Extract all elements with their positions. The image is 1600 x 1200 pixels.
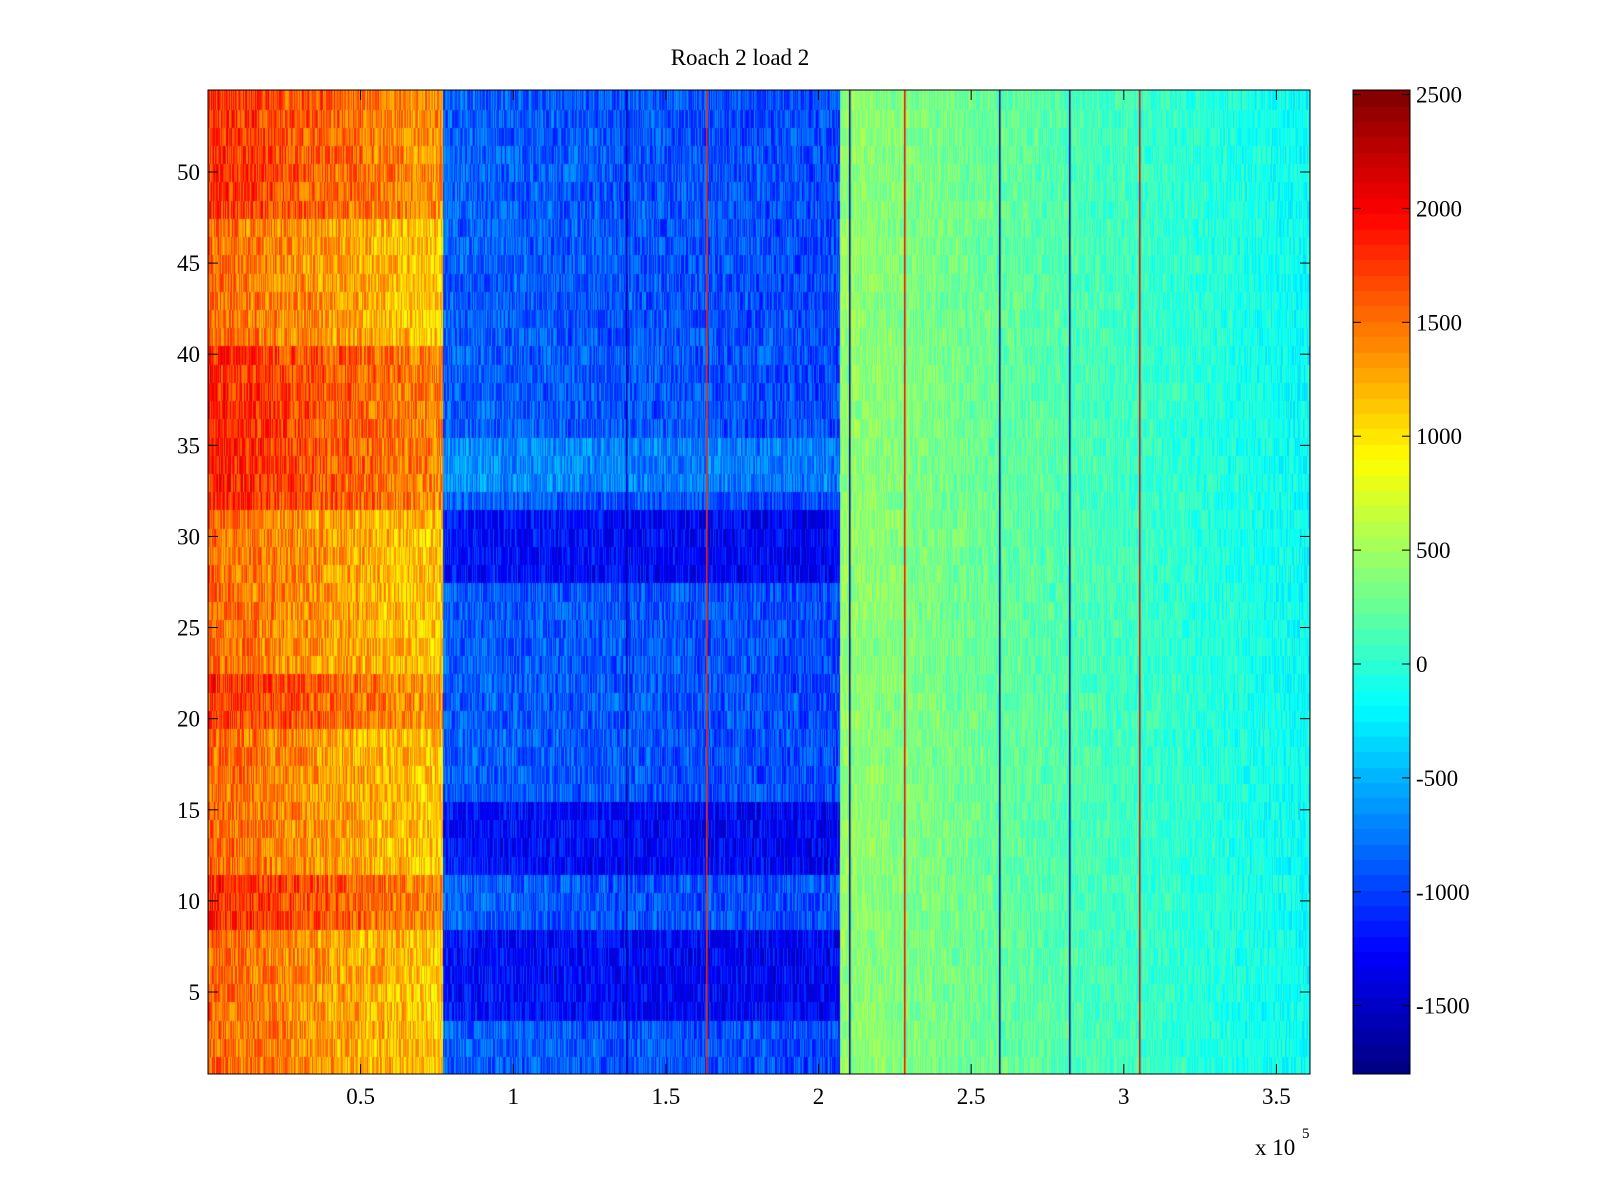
y-tick-label: 50 bbox=[177, 160, 200, 185]
plot-area bbox=[207, 89, 1311, 1075]
y-tick-label: 45 bbox=[177, 251, 200, 276]
colorbar-tick-label: -500 bbox=[1416, 766, 1458, 791]
x-axis: 0.5 1 1.5 2 2.5 3 3.5 bbox=[346, 90, 1291, 1109]
colorbar-tick-label: -1000 bbox=[1416, 880, 1470, 905]
colorbar-tick-label: -1500 bbox=[1416, 994, 1470, 1019]
colorbar-tick-label: 2500 bbox=[1416, 83, 1462, 108]
x-tick-label: 2.5 bbox=[957, 1084, 986, 1109]
colorbar-gradient bbox=[1353, 90, 1410, 1074]
colorbar-tick-label: 2000 bbox=[1416, 196, 1462, 221]
y-tick-label: 15 bbox=[177, 798, 200, 823]
y-tick-label: 35 bbox=[177, 433, 200, 458]
x-tick-label: 1.5 bbox=[652, 1084, 681, 1109]
chart-title: Roach 2 load 2 bbox=[671, 45, 810, 70]
y-tick-label: 5 bbox=[189, 980, 201, 1005]
colorbar-ticks: 2500 2000 1500 1000 500 0 -500 -1000 -1500 bbox=[1353, 83, 1470, 1019]
plot-frame bbox=[207, 89, 1311, 1075]
x-tick-label: 2 bbox=[813, 1084, 825, 1109]
y-tick-label: 20 bbox=[177, 707, 200, 732]
x-tick-label: 0.5 bbox=[346, 1084, 375, 1109]
y-tick-label: 25 bbox=[177, 616, 200, 641]
y-tick-label: 10 bbox=[177, 889, 200, 914]
x-tick-label: 1 bbox=[508, 1084, 520, 1109]
colorbar-tick-label: 500 bbox=[1416, 538, 1451, 563]
colorbar-tick-label: 0 bbox=[1416, 652, 1428, 677]
y-axis: 5 10 15 20 25 30 35 40 45 50 bbox=[177, 160, 1310, 1005]
x-exponent-base: x 10 bbox=[1255, 1135, 1295, 1160]
x-tick-label: 3 bbox=[1118, 1084, 1130, 1109]
colorbar-tick-label: 1000 bbox=[1416, 424, 1462, 449]
y-tick-label: 30 bbox=[177, 524, 200, 549]
colorbar-frame bbox=[1352, 89, 1411, 1075]
x-exponent-label: x 10 5 bbox=[1255, 1126, 1310, 1160]
x-tick-label: 3.5 bbox=[1262, 1084, 1291, 1109]
colorbar: 2500 2000 1500 1000 500 0 -500 -1000 -1500 bbox=[1352, 83, 1470, 1075]
x-exponent-power: 5 bbox=[1302, 1126, 1310, 1142]
y-tick-label: 40 bbox=[177, 342, 200, 367]
heatmap-cells bbox=[208, 90, 1310, 1074]
colorbar-tick-label: 1500 bbox=[1416, 310, 1462, 335]
